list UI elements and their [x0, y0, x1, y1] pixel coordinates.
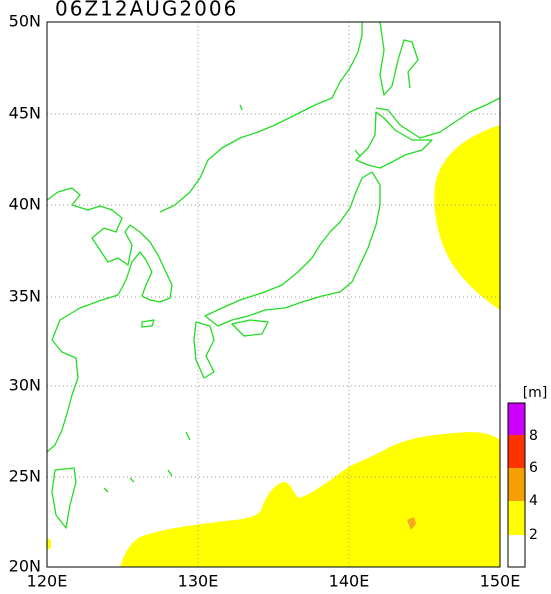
lat-label: 50N	[9, 12, 41, 31]
lon-label: 150E	[480, 572, 521, 591]
wave-field	[120, 432, 500, 567]
colorbar-bin	[508, 501, 525, 535]
colorbar-bin	[508, 435, 525, 468]
grid	[47, 22, 500, 567]
colorbar-bin	[508, 468, 525, 501]
lat-label: 30N	[9, 376, 41, 395]
lon-label: 120E	[27, 572, 68, 591]
colorbar-label: 6	[529, 460, 538, 476]
lat-label: 20N	[9, 557, 41, 576]
lat-label: 25N	[9, 467, 41, 486]
wave-field	[434, 125, 500, 310]
lon-label: 140E	[329, 572, 370, 591]
plot-frame	[46, 21, 501, 568]
colorbar-bin	[508, 403, 525, 435]
wave-field	[47, 538, 51, 550]
wave-field-high	[407, 517, 416, 530]
map-area	[47, 22, 500, 567]
lat-label: 45N	[9, 104, 41, 123]
colorbar-label: 4	[529, 493, 538, 509]
colorbar-bin	[508, 535, 525, 567]
lat-label: 40N	[9, 195, 41, 214]
lat-label: 35N	[9, 287, 41, 306]
colorbar: [m] 8 6 4 2	[507, 385, 548, 568]
coastline	[47, 22, 500, 529]
colorbar-label: 8	[529, 428, 538, 444]
colorbar-unit: [m]	[523, 385, 548, 401]
colorbar-frame	[507, 402, 526, 568]
map-title: 06Z12AUG2006	[55, 0, 238, 21]
lon-label: 130E	[178, 572, 219, 591]
colorbar-label: 2	[529, 527, 538, 543]
